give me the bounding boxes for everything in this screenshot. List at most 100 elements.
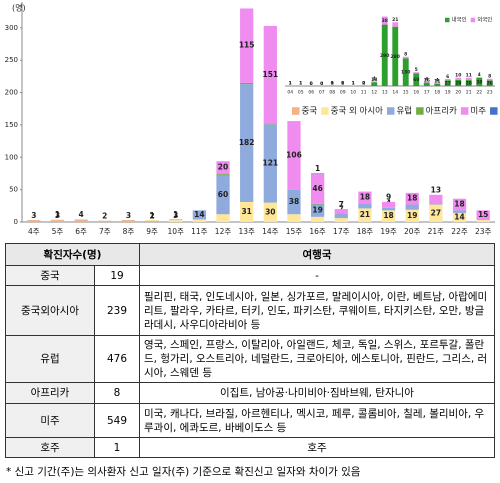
legend-swatch (321, 107, 329, 115)
bar-segment (358, 191, 372, 204)
bar-segment (216, 174, 230, 176)
x-tick-label: 11 (361, 90, 367, 96)
data-label: 18 (407, 194, 417, 203)
data-label: 11 (434, 78, 440, 84)
data-label: 1 (352, 81, 355, 87)
data-label: 2 (102, 211, 107, 220)
data-label: 19 (312, 206, 322, 215)
bar-segment (452, 210, 467, 213)
x-tick-label: 9주 (146, 227, 158, 236)
bar-segment (50, 219, 65, 221)
chart: (명) 0501001502002503004주35주316주47주28주39주… (5, 2, 500, 236)
data-label: 15 (478, 210, 488, 219)
x-tick-label: 15 (403, 90, 409, 96)
data-label: 0 (362, 80, 365, 86)
x-tick-label: 19주 (380, 227, 397, 236)
x-tick-label: 5주 (52, 227, 64, 236)
data-label: 14 (194, 210, 204, 219)
data-label: 0 (310, 81, 313, 87)
data-label: 1 (341, 81, 344, 87)
x-tick-label: 05 (298, 90, 304, 96)
data-label: 14 (454, 212, 464, 221)
bar-segment (263, 25, 277, 124)
table-cell: 이집트, 남아공·나미비아·짐바브웨, 탄자니아 (139, 382, 495, 404)
data-label: 6 (446, 74, 449, 80)
bar-segment (240, 201, 254, 222)
table-cell: 호주 (139, 437, 495, 458)
bar-segment (145, 220, 159, 222)
x-tick-label: 22 (476, 90, 482, 96)
data-label: 38 (289, 197, 299, 206)
bar-segment (429, 204, 443, 222)
x-tick-label: 8주 (123, 227, 135, 236)
x-tick-label: 11주 (191, 227, 208, 236)
data-label: 60 (218, 190, 228, 199)
data-label: 0 (331, 81, 334, 87)
bar-segment (311, 216, 325, 222)
bar-segment (423, 82, 430, 86)
data-label: 4 (373, 76, 376, 82)
data-label: 27 (431, 208, 441, 217)
x-tick-label: 14주 (262, 227, 279, 236)
table-cell: 1 (94, 437, 140, 458)
bar-segment (358, 203, 372, 209)
y-tick-label: 50 (9, 186, 18, 194)
data-label: 3 (31, 211, 36, 220)
x-tick-label: 23 (487, 90, 493, 96)
bar-segment (434, 83, 441, 86)
data-label: 0 (320, 81, 323, 87)
x-tick-label: 6주 (75, 227, 87, 236)
table-cell: 미주 (5, 403, 95, 438)
bar-segment (169, 220, 183, 222)
data-label: 31 (241, 207, 251, 216)
table-row: 유럽 476 영국, 스페인, 프랑스, 이탈리아, 아일랜드, 체코, 독일, 스… (5, 335, 495, 383)
bar-segment (381, 16, 388, 25)
table-cell: 8 (94, 382, 140, 404)
data-label: 8 (488, 74, 491, 80)
x-tick-label: 20 (455, 90, 461, 96)
x-tick-label: 18주 (357, 227, 374, 236)
bar-segment (476, 77, 483, 78)
data-label: 182 (239, 138, 255, 147)
bar-segment (413, 73, 420, 86)
data-label: 3 (55, 211, 60, 220)
data-label: 38 (476, 79, 482, 85)
bar-segment (402, 56, 409, 59)
bar-segment (381, 207, 396, 211)
data-label: 11 (466, 72, 472, 78)
bar-segment (402, 58, 409, 86)
bar-segment (476, 210, 490, 221)
data-label: 7 (339, 204, 344, 213)
data-label: 4 (79, 210, 84, 219)
data-label: 46 (312, 184, 322, 193)
bar-segment (311, 174, 325, 204)
x-tick-label: 16주 (309, 227, 326, 236)
data-label: 115 (239, 41, 255, 50)
x-tick-label: 09 (340, 90, 346, 96)
bar-segment (444, 79, 451, 81)
bar-segment (263, 123, 277, 125)
data-label: 27 (445, 81, 451, 87)
legend-swatch (470, 17, 476, 23)
y-tick-label: 250 (5, 56, 18, 64)
table-cell: 19 (94, 265, 140, 286)
table-cell: 미국, 캐나다, 브라질, 아르헨티나, 멕시코, 페루, 콜롬비아, 칠레, … (139, 403, 495, 438)
bar-segment (444, 80, 451, 86)
header-cell: 여행국 (139, 243, 495, 266)
table-cell: 549 (94, 403, 140, 438)
data-label: 1 (299, 81, 302, 87)
footnote: * 신고 기간(주)는 의사환자 신고 일자(주) 기준으로 확진신고 일자와 … (6, 466, 361, 478)
table-row: 아프리카 8 이집트, 남아공·나미비아·짐바브웨, 탄자니아 (5, 382, 495, 404)
data-label: 1 (315, 164, 320, 173)
bar-segment (311, 204, 325, 217)
y-tick-label: 0 (14, 218, 18, 226)
bar-segment (287, 214, 301, 222)
table-row: 미주 549 미국, 캐나다, 브라질, 아르헨티나, 멕시코, 페루, 콜롬비아,… (5, 403, 495, 438)
bar-segment (486, 78, 493, 81)
x-tick-label: 20주 (404, 227, 421, 236)
bar-segment (334, 213, 348, 219)
y-tick-label: 200 (5, 89, 18, 97)
x-tick-label: 10 (350, 90, 356, 96)
legend-swatch (460, 107, 469, 115)
data-label: 0 (320, 81, 323, 87)
